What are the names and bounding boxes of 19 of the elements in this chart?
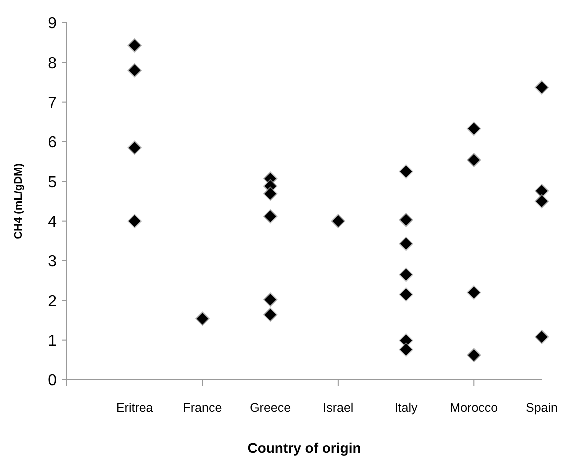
x-axis-title: Country of origin	[248, 440, 362, 456]
y-tick-label: 5	[48, 174, 58, 192]
y-tick-label: 0	[48, 372, 58, 390]
y-tick-label: 8	[48, 55, 58, 72]
x-tick-label: Morocco	[450, 401, 498, 415]
y-tick-label: 3	[48, 254, 58, 271]
x-tick-label: Italy	[394, 401, 418, 415]
y-tick-label: 9	[48, 16, 58, 33]
x-tick-label: France	[183, 401, 222, 415]
x-tick-label: Greece	[250, 401, 292, 415]
x-tick-label: Israel	[323, 401, 354, 415]
x-tick-label: Spain	[526, 401, 558, 415]
y-tick-label: 7	[48, 94, 58, 112]
y-tick-label: 2	[48, 293, 58, 310]
y-tick-label: 6	[48, 134, 58, 152]
y-tick-label: 4	[48, 214, 58, 231]
x-tick-label: Eritrea	[116, 401, 154, 415]
y-tick-label: 1	[48, 332, 58, 350]
y-axis-title: CH4 (mL/gDM)	[13, 163, 25, 240]
